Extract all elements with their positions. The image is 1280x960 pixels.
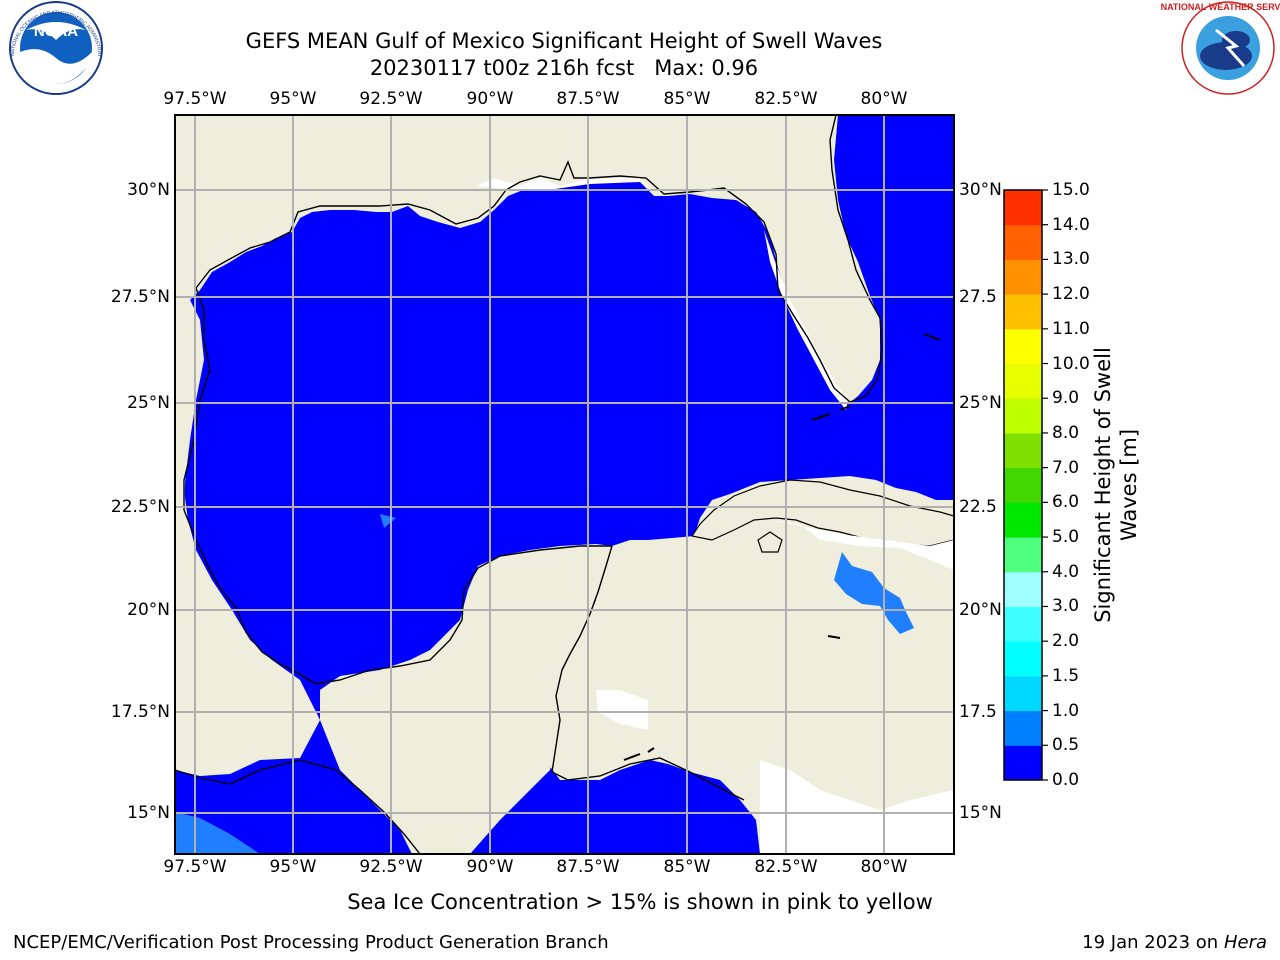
no-data-caribbean-south (760, 760, 954, 854)
svg-text:NATIONAL WEATHER SERVICE: NATIONAL WEATHER SERVICE (1161, 2, 1280, 12)
lon-label-top: 87.5°W (556, 89, 620, 109)
lon-label-bottom: 82.5°W (754, 857, 818, 877)
noaa-logo: NOAA NATIONAL OCEANIC AND ATMOSPHERIC AD… (0, 0, 103, 95)
florida-coastline (707, 115, 883, 403)
colorbar-tick-label: 9.0 (1052, 388, 1080, 409)
lon-label-top: 97.5°W (163, 89, 227, 109)
noaa-logo-text: NOAA (34, 23, 78, 40)
no-data-louisiana-coast (476, 178, 654, 192)
colorbar-tick-label: 0.0 (1052, 770, 1080, 790)
colorbar-tick-label: 11.0 (1052, 318, 1090, 339)
footer-branch: NCEP/EMC/Verification Post Processing Pr… (13, 932, 609, 953)
lat-label-left: 15°N (127, 803, 170, 823)
colorbar-tick-label: 10.0 (1052, 353, 1090, 374)
yucatan-peninsula (320, 544, 612, 854)
lat-label-left: 17.5°N (110, 702, 170, 722)
colorbar-tick-label: 1.5 (1052, 665, 1080, 686)
title-line-1: GEFS MEAN Gulf of Mexico Significant Hei… (245, 29, 883, 53)
lat-label-right: 25°N (959, 393, 1002, 413)
map-area (175, 115, 954, 854)
lat-label-right: 22.5 (959, 497, 997, 517)
lon-label-bottom: 85°W (663, 857, 711, 877)
swell-patch-cuba-south (834, 552, 914, 634)
graticule (175, 115, 954, 854)
title-line-2: 20230117 t00z 216h fcst Max: 0.96 (369, 56, 759, 80)
lat-label-left: 27.5°N (110, 287, 170, 307)
florida-keys (811, 405, 851, 421)
lat-label-left: 20°N (127, 600, 170, 620)
map-frame (174, 114, 955, 855)
lat-label-right: 15°N (959, 803, 1002, 823)
footer-date-text: 19 Jan 2023 on (1082, 932, 1224, 953)
lon-label-bottom: 97.5°W (163, 857, 227, 877)
colorbar-tick-label: 15.0 (1052, 180, 1090, 200)
swell-patch-pacific (175, 812, 260, 854)
lat-label-left: 30°N (127, 180, 170, 200)
gulf-of-mexico (175, 115, 954, 854)
colorbar-tick-label: 14.0 (1052, 214, 1090, 235)
no-data-cuba-south (770, 520, 954, 570)
lon-label-bottom: 80°W (860, 857, 908, 877)
colorbar-label-line-1: Significant Height of Swell (1091, 347, 1115, 623)
lat-label-right: 20°N (959, 600, 1002, 620)
lon-label-bottom: 95°W (269, 857, 317, 877)
colorbar-tick-label: 5.0 (1052, 527, 1080, 548)
no-data-honduras-coast (596, 690, 648, 730)
lon-label-top: 80°W (860, 89, 908, 109)
central-america-coastline (175, 759, 421, 854)
lon-label-top: 85°W (663, 89, 711, 109)
lon-label-top: 95°W (269, 89, 317, 109)
lat-label-left: 25°N (127, 393, 170, 413)
lon-label-bottom: 87.5°W (556, 857, 620, 877)
sea-ice-note: Sea Ice Concentration > 15% is shown in … (347, 890, 933, 914)
bay-islands (623, 747, 655, 761)
lon-label-top: 82.5°W (754, 89, 818, 109)
chart-title: GEFS MEAN Gulf of Mexico Significant Hei… (214, 28, 914, 82)
lon-label-bottom: 90°W (466, 857, 514, 877)
bahamas-fragment (923, 333, 941, 341)
colorbar-label-line-2: Waves [m] (1117, 428, 1141, 542)
colorbar-tick-label: 2.0 (1052, 631, 1080, 652)
lat-label-left: 22.5°N (110, 497, 170, 517)
lon-label-bottom: 92.5°W (359, 857, 423, 877)
colorbar-tick-label: 6.0 (1052, 492, 1080, 513)
cayman-islands (827, 635, 841, 639)
lat-label-right: 27.5 (959, 287, 997, 307)
colorbar-tick-label: 13.0 (1052, 249, 1090, 270)
colorbar-tick-label: 7.0 (1052, 457, 1080, 478)
colorbar-tick-label: 0.5 (1052, 735, 1080, 756)
colorbar-tick-label: 4.0 (1052, 561, 1080, 582)
colorbar-tick-label: 12.0 (1052, 284, 1090, 305)
colorbar-tick-label: 3.0 (1052, 596, 1080, 617)
lon-label-top: 92.5°W (359, 89, 423, 109)
nws-logo: NATIONAL WEATHER SERVICE (1161, 1, 1280, 95)
northern-gulf-coastline (195, 160, 709, 289)
colorbar-tick-label: 1.0 (1052, 700, 1080, 721)
footer-machine: Hera (1223, 932, 1267, 953)
isla-de-la-juventud (757, 531, 783, 553)
cuba (691, 479, 954, 547)
mexico-gulf-coast (175, 115, 320, 854)
lat-label-right: 17.5 (959, 702, 997, 722)
colorbar-tick-label: 8.0 (1052, 422, 1080, 443)
colorbar-label: Significant Height of Swell Waves [m] (1090, 347, 1142, 623)
lat-label-right: 30°N (959, 180, 1002, 200)
footer-date: 19 Jan 2023 on Hera (1082, 932, 1267, 953)
lon-label-top: 90°W (466, 89, 514, 109)
